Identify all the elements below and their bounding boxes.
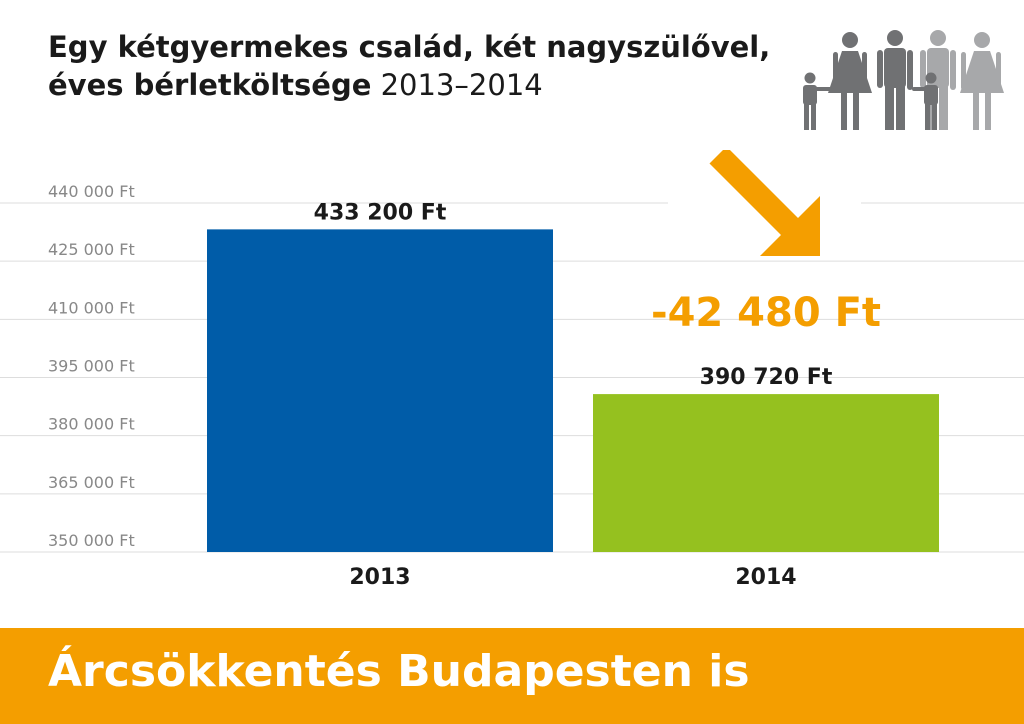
y-tick-label: 395 000 Ft: [48, 357, 135, 376]
y-tick-label: 350 000 Ft: [48, 531, 135, 550]
bar-chart: 350 000 Ft 365 000 Ft 380 000 Ft 395 000 Ft…: [0, 150, 1024, 590]
y-tick-label: 425 000 Ft: [48, 240, 135, 259]
man-dark-figure: [877, 30, 913, 130]
woman-dark-figure: [828, 32, 872, 130]
category-label: 2013: [349, 565, 410, 590]
difference-annotation: -42 480 Ft: [651, 290, 881, 336]
family-icon: [803, 30, 1004, 130]
chart-title: Egy kétgyermekes család, két nagyszülőve…: [48, 28, 808, 104]
value-label: 390 720 Ft: [700, 365, 833, 390]
title-years: 2013–2014: [380, 68, 543, 102]
footer-text: Árcsökkentés Budapesten is: [48, 646, 750, 697]
title-line-2: éves bérletköltsége: [48, 68, 372, 102]
child-right-figure: [912, 72, 938, 130]
value-labels: 433 200 Ft 390 720 Ft: [314, 200, 833, 390]
y-tick-label: 365 000 Ft: [48, 473, 135, 492]
category-labels: 2013 2014: [349, 565, 796, 590]
bar-2014: [593, 394, 939, 552]
footer-banner: Árcsökkentés Budapesten is: [0, 628, 1024, 724]
value-label: 433 200 Ft: [314, 200, 447, 225]
title-line-1: Egy kétgyermekes család, két nagyszülőve…: [48, 30, 771, 64]
y-tick-label: 440 000 Ft: [48, 182, 135, 201]
category-label: 2014: [735, 565, 796, 590]
bars: [207, 229, 939, 552]
bar-2013: [207, 229, 553, 552]
y-tick-label: 410 000 Ft: [48, 298, 135, 317]
arrow-down-right-icon: [668, 150, 861, 260]
y-axis-ticks: 350 000 Ft 365 000 Ft 380 000 Ft 395 000 Ft…: [48, 182, 135, 550]
child-left-figure: [803, 72, 833, 130]
woman-light-figure: [960, 32, 1004, 130]
y-tick-label: 380 000 Ft: [48, 415, 135, 434]
